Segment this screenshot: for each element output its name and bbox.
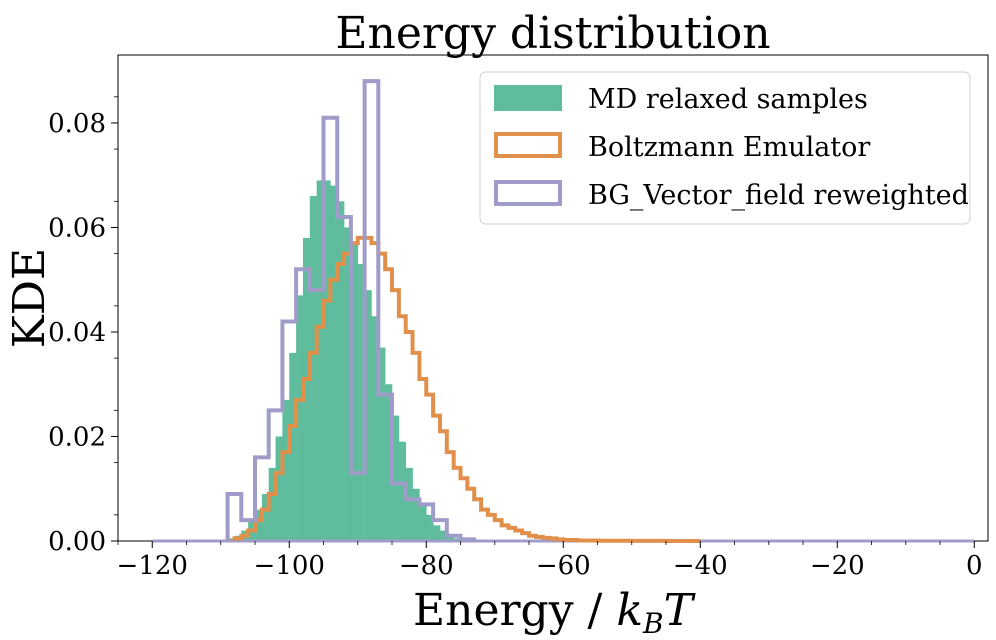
md-bar xyxy=(282,399,290,541)
md-bar xyxy=(392,415,400,541)
md-bar xyxy=(323,180,331,541)
md-bar xyxy=(405,467,413,541)
md-bar xyxy=(439,530,448,541)
md-bar xyxy=(296,295,304,541)
x-tick-label: −60 xyxy=(536,551,591,581)
legend-label-boltzmann: Boltzmann Emulator xyxy=(588,132,870,163)
md-bar xyxy=(255,509,263,541)
md-bar xyxy=(433,525,441,541)
x-axis-ticks: −120 −100 −80 −60 −40 −20 0 xyxy=(117,541,983,581)
md-bar xyxy=(350,243,359,541)
boltzmann-emulator-step-line xyxy=(232,235,701,543)
md-bar xyxy=(309,196,317,541)
md-bar xyxy=(419,504,427,541)
series-bg-vector-field-reweighted xyxy=(225,79,477,542)
legend-swatch-bg-vector xyxy=(494,180,562,206)
y-axis-label: KDE xyxy=(4,248,55,348)
md-bar xyxy=(261,493,270,541)
md-bar xyxy=(302,237,311,541)
x-axis-label: Energy / kBT xyxy=(413,585,697,640)
plot-area: −120 −100 −80 −60 −40 −20 0 0.000.020.040.060.… xyxy=(48,54,989,581)
legend-label-md: MD relaxed samples xyxy=(588,84,868,115)
x-tick-label: −40 xyxy=(673,551,728,581)
legend-label-bg-vector: BG_Vector_field reweighted xyxy=(588,180,969,211)
y-tick-label: 0.06 xyxy=(48,213,106,243)
legend-box xyxy=(479,71,971,225)
y-tick-label: 0.08 xyxy=(48,109,106,139)
x-tick-label: 0 xyxy=(966,551,983,581)
legend-swatch-md xyxy=(494,85,562,111)
y-axis-ticks: 0.00 0.02 0.04 0.06 0.08 xyxy=(48,96,118,557)
bg-vector-field-step-line xyxy=(225,79,477,542)
md-bar xyxy=(385,384,393,541)
legend-swatch-boltzmann xyxy=(494,132,562,158)
y-tick-label: 0.04 xyxy=(48,318,106,348)
x-tick-label: −120 xyxy=(117,551,188,581)
md-bar xyxy=(330,185,338,542)
md-bar xyxy=(371,316,379,541)
x-tick-label: −100 xyxy=(254,551,325,581)
md-bar xyxy=(398,441,407,541)
md-bar xyxy=(275,436,283,541)
md-bar xyxy=(446,535,454,541)
y-tick-label: 0.00 xyxy=(48,527,106,557)
md-bar xyxy=(364,290,372,541)
x-tick-label: −80 xyxy=(399,551,454,581)
md-bar xyxy=(378,347,386,541)
md-bar xyxy=(316,180,324,541)
y-tick-label: 0.02 xyxy=(48,422,106,452)
x-axis-label-text: Energy / xyxy=(413,585,616,636)
legend: MD relaxed samples Boltzmann Emulator BG… xyxy=(479,71,971,225)
x-axis-label-t: T xyxy=(664,585,697,636)
series-boltzmann-emulator xyxy=(232,235,701,543)
md-bar xyxy=(357,264,365,541)
md-bar xyxy=(337,201,345,542)
x-axis-label-subscript: B xyxy=(642,607,664,640)
md-bar xyxy=(344,227,352,542)
md-bar xyxy=(268,467,276,541)
md-bar xyxy=(426,514,434,541)
x-axis-label-k: k xyxy=(616,585,643,636)
md-bar xyxy=(412,488,420,541)
x-tick-label: −20 xyxy=(810,551,865,581)
md-bar xyxy=(289,352,297,541)
chart-title: Energy distribution xyxy=(335,8,770,59)
